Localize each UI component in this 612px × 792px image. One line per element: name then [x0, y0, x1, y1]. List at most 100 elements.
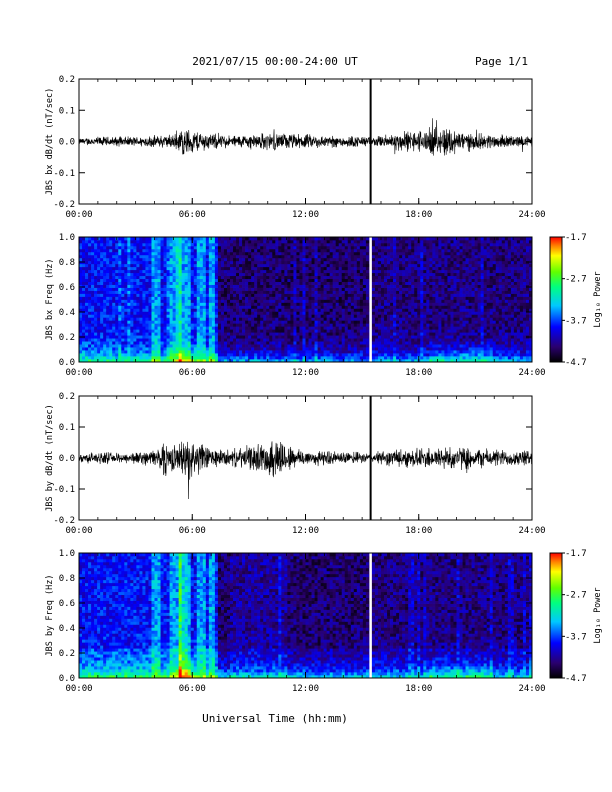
- spectrogram-cell: [103, 260, 107, 265]
- spectrogram-cell: [269, 293, 273, 297]
- spectrogram-cell: [344, 281, 349, 285]
- spectrogram-cell: [217, 347, 222, 351]
- spectrogram-cell: [387, 248, 391, 253]
- spectrogram-cell: [148, 332, 152, 336]
- spectrogram-cell: [193, 356, 198, 360]
- spectrogram-cell: [402, 317, 406, 321]
- spectrogram-cell: [257, 278, 261, 282]
- spectrogram-cell: [217, 269, 222, 274]
- spectrogram-cell: [323, 248, 327, 253]
- spectrogram-cell: [296, 296, 300, 300]
- spectrogram-cell: [145, 269, 149, 274]
- spectrogram-cell: [103, 296, 107, 300]
- spectrogram-cell: [230, 293, 234, 297]
- spectrogram-cell: [103, 335, 107, 339]
- spectrogram-cell: [226, 335, 231, 339]
- spectrogram-cell: [187, 359, 192, 363]
- spectrogram-cell: [178, 332, 183, 336]
- spectrogram-cell: [263, 290, 267, 294]
- spectrogram-cell: [148, 344, 152, 348]
- spectrogram-cell: [332, 323, 337, 327]
- spectrogram-cell: [417, 305, 421, 309]
- spectrogram-cell: [217, 305, 222, 309]
- spectrogram-cell: [299, 263, 303, 268]
- spectrogram-cell: [124, 237, 128, 241]
- spectrogram-cell: [157, 269, 161, 274]
- spectrogram-cell: [133, 335, 137, 339]
- spectrogram-cell: [100, 245, 104, 250]
- spectrogram-cell: [223, 296, 228, 300]
- spectrogram-cell: [305, 296, 309, 300]
- spectrogram-cell: [139, 335, 143, 339]
- spectrogram-cell: [133, 317, 137, 321]
- spectrogram-cell: [254, 269, 258, 274]
- spectrogram-cell: [230, 359, 234, 363]
- spectrogram-cell: [317, 311, 321, 315]
- spectrogram-cell: [109, 254, 113, 259]
- spectrogram-cell: [417, 299, 421, 303]
- spectrogram-cell: [353, 344, 358, 348]
- spectrogram-cell: [94, 347, 98, 351]
- spectrogram-cell: [211, 314, 216, 318]
- spectrogram-cell: [266, 269, 270, 274]
- spectrogram-cell: [341, 344, 346, 348]
- spectrogram-cell: [172, 275, 176, 280]
- spectrogram-cell: [208, 281, 213, 285]
- spectrogram-cell: [220, 341, 225, 345]
- spectrogram-cell: [151, 266, 155, 271]
- spectrogram-cell: [381, 296, 385, 300]
- spectrogram-cell: [136, 296, 140, 300]
- spectrogram-cell: [217, 260, 222, 265]
- spectrogram-cell: [314, 242, 318, 247]
- spectrogram-cell: [199, 344, 204, 348]
- spectrogram-cell: [133, 302, 137, 306]
- spectrogram-cell: [408, 311, 412, 315]
- spectrogram-cell: [266, 263, 270, 268]
- spectrogram-cell: [233, 353, 237, 357]
- spectrogram-cell: [293, 237, 297, 241]
- spectrogram-cell: [308, 314, 312, 318]
- spectrogram-cell: [166, 353, 170, 357]
- spectrogram-cell: [278, 251, 282, 256]
- spectrogram-cell: [420, 251, 424, 256]
- spectrogram-cell: [260, 305, 264, 309]
- spectrogram-cell: [112, 308, 116, 312]
- spectrogram-cell: [88, 263, 92, 268]
- spectrogram-cell: [263, 335, 267, 339]
- spectrogram-cell: [181, 338, 186, 342]
- spectrogram-cell: [359, 263, 364, 268]
- spectrogram-cell: [387, 338, 391, 342]
- spectrogram-cell: [281, 239, 285, 244]
- spectrogram-cell: [381, 257, 385, 262]
- spectrogram-cell: [374, 302, 379, 306]
- spectrogram-cell: [100, 347, 104, 351]
- spectrogram-cell: [211, 353, 216, 357]
- spectrogram-cell: [305, 335, 309, 339]
- spectrogram-cell: [272, 350, 276, 354]
- spectrogram-cell: [371, 356, 376, 360]
- spectrogram-cell: [377, 332, 382, 336]
- spectrogram-cell: [211, 338, 216, 342]
- spectrogram-cell: [187, 284, 192, 288]
- spectrogram-cell: [106, 287, 110, 291]
- spectrogram-cell: [308, 278, 312, 282]
- spectrogram-cell: [408, 266, 412, 271]
- spectrogram-cell: [275, 323, 279, 327]
- spectrogram-cell: [323, 278, 327, 282]
- spectrogram-cell: [97, 299, 101, 303]
- spectrogram-cell: [136, 245, 140, 250]
- spectrogram-cell: [178, 314, 183, 318]
- spectrogram-cell: [402, 272, 406, 277]
- spectrogram-cell: [151, 323, 155, 327]
- spectrogram-cell: [208, 239, 213, 244]
- spectrogram-cell: [103, 239, 107, 244]
- spectrogram-cell: [145, 272, 149, 277]
- spectrogram-cell: [266, 326, 270, 330]
- spectrogram-cell: [254, 302, 258, 306]
- spectrogram-cell: [91, 245, 95, 250]
- spectrogram-cell: [374, 317, 379, 321]
- spectrogram-cell: [88, 353, 92, 357]
- spectrogram-cell: [127, 305, 131, 309]
- spectrogram-cell: [323, 275, 327, 280]
- spectrogram-cell: [217, 248, 222, 253]
